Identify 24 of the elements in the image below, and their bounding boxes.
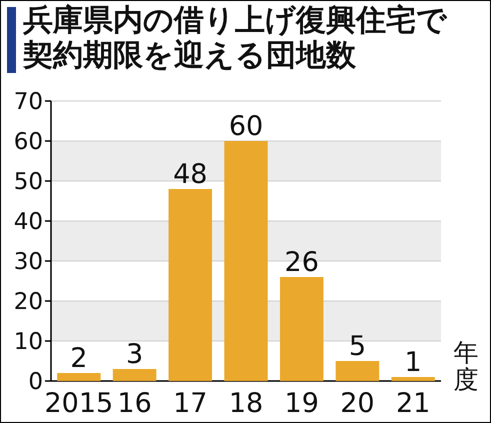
x-tick-label: 20 bbox=[340, 388, 375, 419]
data-label: 26 bbox=[284, 247, 319, 278]
data-label: 3 bbox=[126, 339, 144, 370]
x-tick-label: 17 bbox=[173, 388, 208, 419]
data-label: 5 bbox=[348, 331, 366, 362]
x-tick-label: 21 bbox=[396, 388, 430, 419]
y-tick-label: 10 bbox=[14, 329, 43, 355]
data-label: 1 bbox=[404, 347, 422, 378]
y-tick-label: 30 bbox=[14, 249, 43, 275]
y-tick-label: 20 bbox=[14, 289, 43, 315]
y-tick-label: 0 bbox=[28, 369, 43, 395]
x-tick-label: 2015 bbox=[44, 388, 114, 419]
x-tick-label: 19 bbox=[284, 388, 319, 419]
data-label: 48 bbox=[173, 159, 208, 190]
x-tick-label: 16 bbox=[117, 388, 152, 419]
x-axis-title: 年度 bbox=[454, 338, 478, 394]
data-label: 60 bbox=[228, 111, 264, 142]
chart-title: 兵庫県内の借り上げ復興住宅で契約期限を迎える団地数 bbox=[23, 3, 448, 73]
data-label: 2 bbox=[70, 343, 88, 374]
y-tick-label: 60 bbox=[14, 129, 43, 155]
y-tick-label: 40 bbox=[14, 209, 43, 235]
y-tick-label: 70 bbox=[14, 89, 43, 115]
x-tick-label: 18 bbox=[228, 388, 264, 419]
y-tick-label: 50 bbox=[14, 169, 43, 195]
